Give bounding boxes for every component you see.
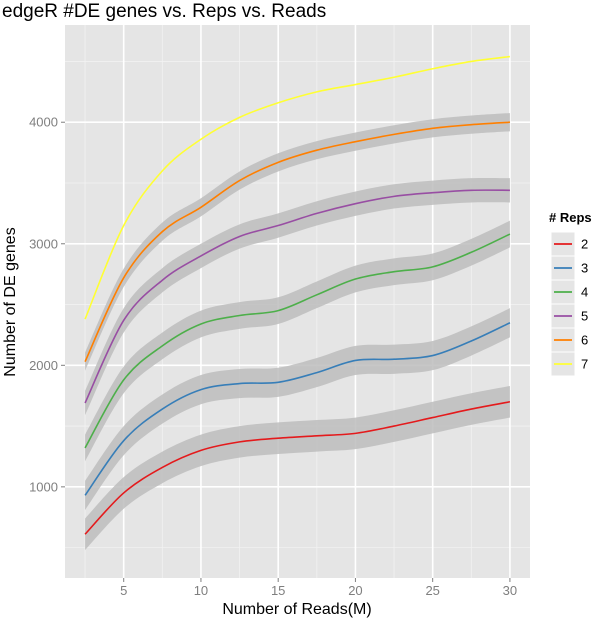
y-axis: 1000 2000 3000 4000: [29, 115, 65, 494]
legend-label-reps-3: 3: [581, 261, 588, 276]
chart-title: edgeR #DE genes vs. Reps vs. Reads: [2, 1, 326, 22]
x-tick-label: 5: [120, 583, 127, 598]
x-axis-title: Number of Reads(M): [222, 601, 371, 618]
x-tick-label: 20: [348, 583, 362, 598]
legend-label-reps-6: 6: [581, 333, 588, 348]
x-tick-label: 30: [503, 583, 517, 598]
x-tick-label: 25: [425, 583, 439, 598]
series-line-reps-2: [84, 400, 511, 535]
legend-label-reps-5: 5: [581, 309, 588, 324]
legend-label-reps-2: 2: [581, 237, 588, 252]
series-line-reps-6: [84, 121, 510, 362]
confidence-band-reps-2: [85, 385, 510, 551]
legend-label-reps-7: 7: [581, 357, 588, 372]
x-tick-label: 10: [194, 583, 208, 598]
series-line-reps-3: [84, 322, 511, 496]
y-tick-label: 4000: [29, 115, 58, 130]
series-lines: [84, 55, 511, 535]
legend-title: # Reps: [549, 210, 592, 225]
y-tick-label: 1000: [29, 479, 58, 494]
confidence-band-reps-6: [85, 113, 510, 371]
series-line-reps-7: [84, 55, 511, 320]
x-tick-label: 15: [271, 583, 285, 598]
series-line-reps-4: [84, 233, 511, 449]
legend: # Reps 2 3 4 5 6 7: [549, 210, 592, 377]
confidence-band-reps-5: [85, 177, 510, 416]
x-axis: 5 10 15 20 25 30: [120, 578, 517, 598]
confidence-band-reps-4: [85, 220, 510, 462]
series-line-reps-5: [84, 189, 510, 404]
y-axis-title: Number of DE genes: [2, 227, 19, 376]
y-tick-label: 2000: [29, 358, 58, 373]
legend-label-reps-4: 4: [581, 285, 588, 300]
y-tick-label: 3000: [29, 236, 58, 251]
